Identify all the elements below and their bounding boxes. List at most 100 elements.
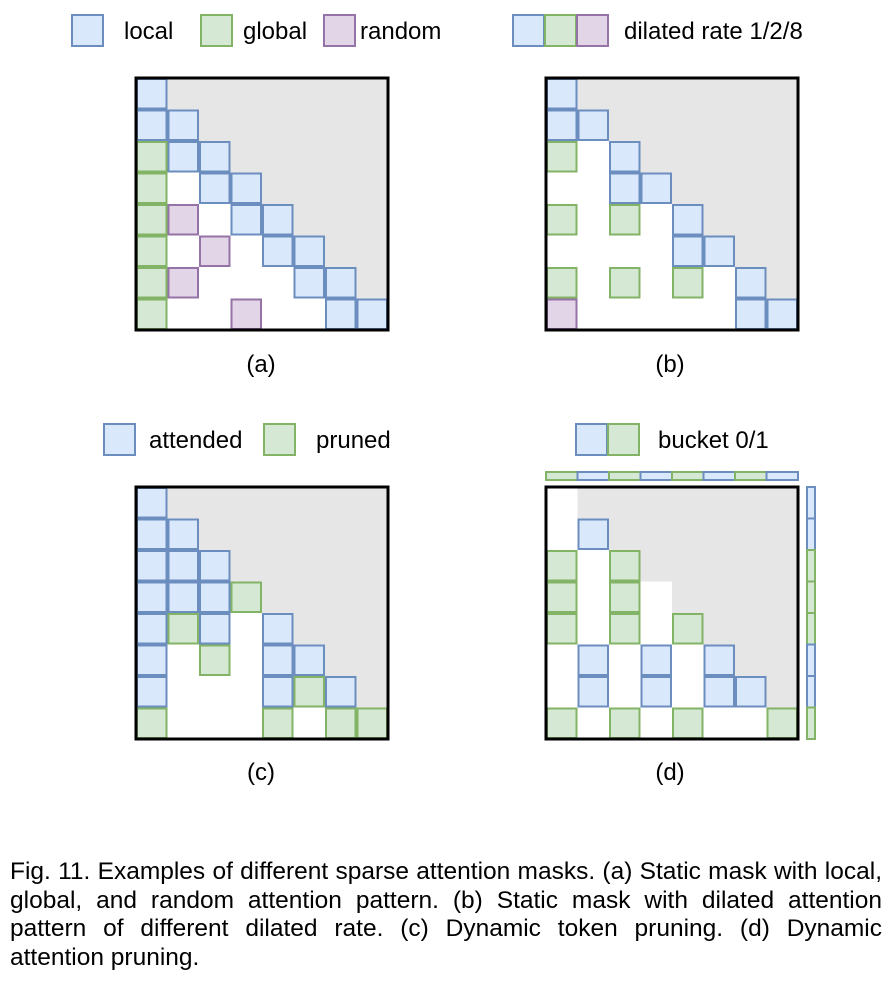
attention-cell-local [199,613,231,645]
attention-cell-local [293,267,325,299]
attention-cell-global [609,707,641,739]
attention-cell-global [230,581,262,613]
attention-cell-local [640,172,672,204]
row-bucket-local [806,486,816,520]
mask-frame [544,485,800,741]
attention-cell-global [609,267,641,299]
attention-cell-local [577,644,609,676]
attention-cell-global [136,235,168,267]
panel-label-a: (a) [246,351,275,378]
column-bucket-global [608,471,642,481]
legend-d: bucket 0/1 [575,423,769,456]
column-bucket-global [734,471,768,481]
panel-label-b: (b) [655,351,684,378]
attention-cell-local [609,172,641,204]
attention-cell-global [136,267,168,299]
legend-a: local global random [71,14,441,47]
legend-label-dilated: dilated rate 1/2/8 [624,18,803,45]
attention-cell-local [167,141,199,173]
attention-cell-local [546,78,578,110]
attention-cell-global [199,644,231,676]
panel-d-mask [544,485,800,741]
attention-cell-local [735,298,767,330]
legend-swatch-local [71,14,104,47]
figure-caption: Fig. 11. Examples of different sparse at… [10,858,882,971]
panel-a-mask [134,76,390,332]
attention-cell-local [167,581,199,613]
attention-cell-global [546,550,578,582]
attention-cell-local [167,109,199,141]
mask-frame [134,485,390,741]
row-bucket-global [806,706,816,740]
panel-d-bucket-bars [545,471,816,740]
unmasked-cell [546,487,578,519]
legend-swatch-attended [103,423,136,456]
attention-cell-random [167,267,199,299]
attention-cell-global [609,613,641,645]
row-bucket-global [806,549,816,583]
row-bucket-local [806,643,816,677]
column-bucket-global [545,471,579,481]
attention-cell-local [325,676,357,708]
attention-cell-local [703,235,735,267]
attention-cell-local [167,550,199,582]
attention-cell-local [325,267,357,299]
legend-label-bucket: bucket 0/1 [658,427,769,454]
attention-cell-random [199,235,231,267]
row-bucket-global [806,612,816,646]
attention-cell-local [766,298,798,330]
attention-cell-global [766,707,798,739]
attention-cell-local [136,613,168,645]
attention-cell-global [546,204,578,236]
attention-cell-local [136,581,168,613]
legend-swatch-global [200,14,233,47]
attention-cell-local [230,172,262,204]
attention-cell-local [199,172,231,204]
attention-cell-global [356,707,388,739]
attention-cell-random [546,298,578,330]
attention-cell-local [325,298,357,330]
attention-cell-local [167,518,199,550]
column-bucket-local [639,471,673,481]
attention-cell-global [546,613,578,645]
attention-cell-local [672,204,704,236]
attention-cell-global [546,581,578,613]
attention-cell-local [640,644,672,676]
unmasked-cell [640,581,672,613]
attention-cell-random [167,204,199,236]
attention-cell-global [325,707,357,739]
legend-label-random: random [360,18,441,45]
column-bucket-local [765,471,799,481]
legend-swatch-bucket-0 [575,423,608,456]
attention-cell-local [577,676,609,708]
column-bucket-local [576,471,610,481]
attention-cell-local [577,518,609,550]
panel-label-d: (d) [655,759,684,786]
attention-cell-global [136,172,168,204]
attention-cell-global [609,581,641,613]
attention-cell-local [262,204,294,236]
attention-cell-global [546,141,578,173]
legend-b: dilated rate 1/2/8 [512,14,803,47]
row-bucket-local [806,517,816,551]
sparse-attention-figure: local global random dilated rate 1/2/8 a… [71,14,816,786]
legend-label-global: global [243,18,307,45]
attention-cell-global [546,267,578,299]
attention-cell-local [735,676,767,708]
legend-swatch-random [323,14,356,47]
attention-cell-local [640,676,672,708]
legend-label-pruned: pruned [316,427,391,454]
attention-cell-local [293,644,325,676]
attention-cell-local [199,581,231,613]
attention-cell-local [546,109,578,141]
legend-swatch-dilated-8 [576,14,609,47]
attention-cell-local [293,235,325,267]
attention-cell-local [262,613,294,645]
attention-cell-local [136,78,168,110]
attention-cell-local [262,235,294,267]
attention-cell-local [136,676,168,708]
attention-cell-local [136,644,168,676]
attention-cell-global [672,613,704,645]
attention-cell-local [262,676,294,708]
attention-cell-local [609,141,641,173]
